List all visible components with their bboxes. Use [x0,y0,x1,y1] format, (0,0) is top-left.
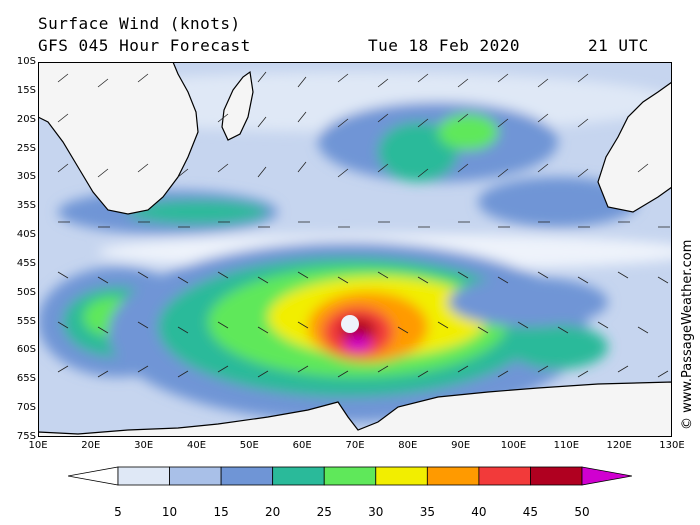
landmasses [38,62,672,437]
legend-swatch [220,466,274,486]
legend-label: 50 [574,505,590,519]
africa-land [38,62,199,215]
lon-tick: 20E [81,440,101,451]
map-frame [38,62,672,437]
credit-label: © www.PassageWeather.com [680,240,695,430]
lat-tick: 45S [16,257,36,269]
lon-tick: 90E [451,440,471,451]
lon-tick: 120E [606,440,632,451]
legend-swatch [426,466,480,486]
credit-text: © www.PassageWeather.com [680,240,695,430]
legend-swatch [323,466,377,486]
lat-tick: 40S [16,229,36,241]
antarctica-land [38,381,672,437]
lat-tick: 70S [16,402,36,414]
forecast-date: Tue 18 Feb 2020 [368,36,520,55]
lat-tick: 65S [16,373,36,385]
lon-tick: 50E [239,440,259,451]
legend-label: 25 [316,505,332,519]
australia-land [597,81,672,213]
legend-label: 35 [419,505,435,519]
lon-tick: 110E [553,440,580,451]
color-legend [68,466,632,486]
lon-tick: 40E [186,440,207,451]
forecast-label: GFS 045 Hour Forecast [38,36,251,55]
lat-tick: 25S [16,142,36,154]
lon-tick: 10E [28,440,48,451]
lon-tick: 70E [345,440,365,451]
lat-tick: 30S [16,171,36,183]
legend-swatch [169,466,222,486]
lon-tick: 100E [500,440,527,451]
legend-swatch [478,466,531,486]
legend-max-arrow [581,466,632,486]
chart-title: Surface Wind (knots) [38,14,241,33]
lon-tick: 130E [659,440,685,451]
lat-tick: 20S [16,113,36,125]
legend-swatch [530,466,583,486]
lat-tick: 50S [16,286,36,298]
lon-tick: 30E [134,440,154,451]
cyclone-eye [341,315,359,333]
lat-tick: 15S [16,84,36,96]
lon-tick: 80E [398,440,418,451]
forecast-time: 21 UTC [588,36,649,55]
lat-tick: 55S [16,315,36,327]
legend-label: 10 [161,505,178,519]
legend-min-arrow [68,466,119,486]
legend-swatch [272,466,325,486]
legend-label: 45 [522,505,539,519]
lon-tick: 60E [292,440,312,451]
legend-label: 30 [368,505,384,519]
lat-tick: 35S [16,200,36,212]
legend-label: 40 [471,505,487,519]
legend-label: 5 [114,505,122,519]
legend-swatch [117,466,170,486]
legend-swatch [375,466,428,486]
legend-label: 15 [213,505,229,519]
legend-label: 20 [265,505,281,519]
lat-tick: 60S [16,344,36,356]
lat-tick: 10S [16,56,36,67]
lat-tick: 75S [16,431,36,442]
wind-map [38,62,672,437]
wind-barbs [57,71,670,378]
